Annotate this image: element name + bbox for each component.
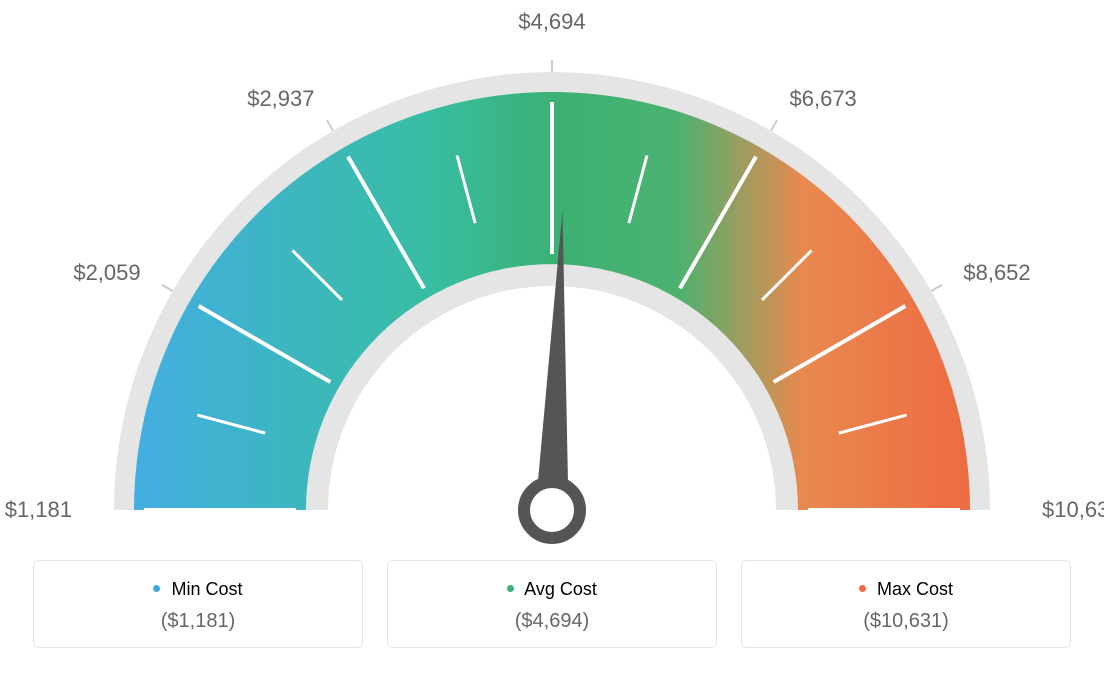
legend-max-label: Max Cost [877,579,953,599]
scale-label: $10,631 [1042,497,1104,523]
scale-label: $6,673 [790,86,857,112]
legend-min-card: Min Cost ($1,181) [33,560,363,648]
legend-min-label: Min Cost [172,579,243,599]
legend-max-card: Max Cost ($10,631) [741,560,1071,648]
legend-max-value: ($10,631) [752,610,1060,633]
legend-row: Min Cost ($1,181) Avg Cost ($4,694) Max … [20,560,1084,648]
legend-min-title: Min Cost [44,579,352,600]
legend-avg-dot [507,585,514,592]
scale-label: $1,181 [5,497,72,523]
gauge-chart: $1,181$2,059$2,937$4,694$6,673$8,652$10,… [20,20,1084,550]
legend-avg-card: Avg Cost ($4,694) [387,560,717,648]
scale-label: $2,937 [247,86,314,112]
scale-label: $2,059 [73,260,140,286]
legend-avg-title: Avg Cost [398,579,706,600]
legend-max-title: Max Cost [752,579,1060,600]
legend-min-value: ($1,181) [44,610,352,633]
legend-avg-value: ($4,694) [398,610,706,633]
legend-avg-label: Avg Cost [524,579,597,599]
legend-min-dot [153,585,160,592]
gauge-svg [20,20,1084,550]
scale-label: $8,652 [963,260,1030,286]
legend-max-dot [859,585,866,592]
scale-label: $4,694 [518,9,585,35]
